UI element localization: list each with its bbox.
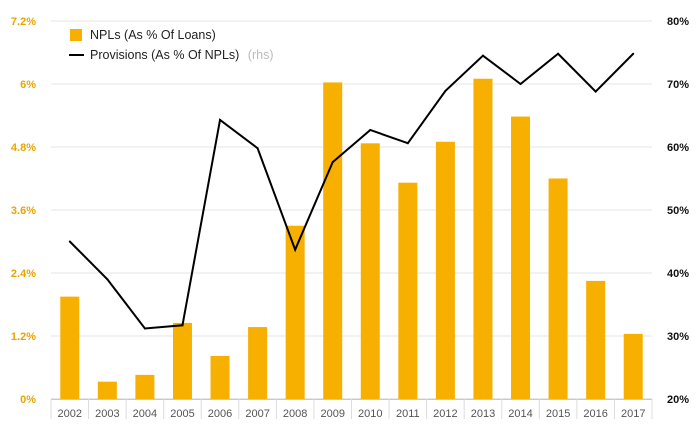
x-tick-label: 2004 — [133, 408, 157, 420]
right-tick-label: 20% — [667, 394, 689, 406]
point-provisions-2013 — [481, 54, 484, 57]
bar-npls-2015 — [548, 178, 568, 399]
x-tick-label: 2017 — [621, 408, 645, 420]
legend: NPLs (As % Of Loans) Provisions (As % Of… — [69, 28, 274, 63]
x-tick-label: 2015 — [546, 408, 570, 420]
x-tick-label: 2011 — [396, 408, 420, 420]
left-tick-label: 0% — [20, 394, 36, 406]
x-tick-label: 2016 — [583, 408, 607, 420]
point-provisions-2002 — [68, 240, 71, 243]
x-tick-label: 2002 — [58, 408, 82, 420]
legend-label-provisions-note: (rhs) — [248, 48, 274, 62]
right-tick-label: 50% — [667, 205, 689, 217]
bar-npls-2013 — [473, 78, 493, 399]
point-provisions-2003 — [106, 278, 109, 281]
legend-label-npls: NPLs (As % Of Loans) — [90, 28, 216, 42]
point-provisions-2010 — [369, 128, 372, 131]
right-tick-label: 80% — [667, 16, 689, 28]
bar-npls-2007 — [248, 327, 268, 399]
bar-npls-2010 — [360, 143, 380, 399]
bar-npls-2009 — [323, 82, 343, 400]
point-provisions-2017 — [632, 52, 635, 55]
left-tick-label: 6% — [20, 79, 36, 91]
bar-npls-2014 — [511, 116, 531, 400]
bar-npls-2002 — [60, 296, 80, 400]
x-tick-label: 2012 — [433, 408, 457, 420]
x-tick-label: 2003 — [95, 408, 119, 420]
left-tick-label: 2.4% — [11, 268, 36, 280]
legend-label-provisions: Provisions (As % Of NPLs) — [90, 48, 239, 62]
point-provisions-2009 — [331, 161, 334, 164]
point-provisions-2008 — [294, 248, 297, 251]
point-provisions-2016 — [594, 90, 597, 93]
left-tick-label: 7.2% — [11, 16, 36, 28]
x-tick-label: 2005 — [170, 408, 194, 420]
right-tick-label: 60% — [667, 142, 689, 154]
point-provisions-2015 — [557, 52, 560, 55]
x-tick-label: 2007 — [245, 408, 269, 420]
bar-npls-2012 — [435, 141, 455, 399]
x-tick-label: 2013 — [471, 408, 495, 420]
right-tick-label: 70% — [667, 79, 689, 91]
point-provisions-2012 — [444, 89, 447, 92]
point-provisions-2014 — [519, 83, 522, 85]
line-series — [68, 52, 635, 330]
x-tick-label: 2009 — [320, 408, 344, 420]
left-tick-label: 4.8% — [11, 142, 36, 154]
point-provisions-2007 — [256, 147, 259, 150]
line-provisions — [69, 52, 634, 330]
left-tick-label: 3.6% — [11, 205, 36, 217]
bar-npls-2003 — [97, 381, 117, 399]
point-provisions-2004 — [143, 327, 146, 330]
bar-npls-2017 — [623, 333, 643, 399]
x-tick-label: 2010 — [358, 408, 382, 420]
left-axis: 0% 1.2% 2.4% 3.6% 4.8% 6% 7.2% — [11, 16, 36, 406]
x-tick-label: 2014 — [508, 408, 532, 420]
bar-npls-2005 — [172, 322, 192, 400]
x-tick-label: 2006 — [208, 408, 232, 420]
bar-npls-2011 — [398, 182, 418, 399]
bar-npls-2004 — [135, 374, 155, 399]
left-tick-label: 1.2% — [11, 331, 36, 343]
right-tick-label: 30% — [667, 331, 689, 343]
point-provisions-2005 — [181, 324, 184, 327]
legend-swatch-npls — [70, 29, 82, 41]
x-axis: 2002 2003 2004 2005 2006 2007 2008 2009 2010 2011… — [50, 399, 653, 420]
point-provisions-2006 — [219, 118, 222, 121]
x-tick-label: 2008 — [283, 408, 307, 420]
legend-label-provisions-row: Provisions (As % Of NPLs) (rhs) — [90, 46, 274, 63]
bar-series — [60, 78, 643, 400]
bar-npls-2016 — [586, 280, 606, 400]
point-provisions-2011 — [406, 142, 409, 145]
bar-npls-2008 — [285, 225, 305, 399]
right-axis: 20% 30% 40% 50% 60% 70% 80% — [667, 16, 689, 406]
bar-npls-2006 — [210, 355, 230, 399]
right-tick-label: 40% — [667, 268, 689, 280]
